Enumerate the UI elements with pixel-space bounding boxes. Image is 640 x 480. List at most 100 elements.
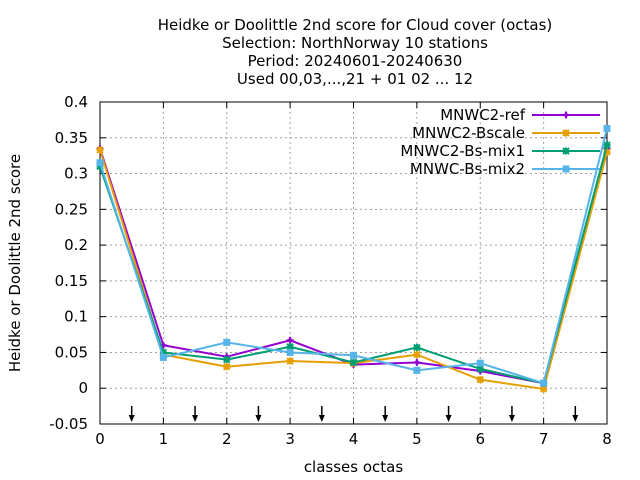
legend-label: MNWC2-Bs-mix1 [400, 142, 525, 160]
legend-item: MNWC2-ref [440, 106, 600, 124]
point-dot [288, 338, 292, 342]
data-point [563, 130, 570, 137]
point-dot [564, 131, 568, 135]
data-point [477, 360, 483, 366]
down-arrow-icon [255, 406, 261, 422]
down-arrow-icon [446, 406, 452, 422]
x-tick-label: 5 [412, 430, 422, 448]
arrow-head [509, 415, 515, 422]
title-line: Selection: NorthNorway 10 stations [222, 34, 488, 52]
data-point [563, 148, 570, 155]
data-point [223, 363, 230, 370]
point-dot [564, 149, 568, 153]
title-line: Period: 20240601-20240630 [248, 52, 463, 70]
data-point [413, 351, 420, 358]
x-tick-label: 1 [159, 430, 169, 448]
data-point [413, 359, 420, 366]
legend: MNWC2-refMNWC2-BscaleMNWC2-Bs-mix1MNWC-B… [400, 106, 600, 178]
arrow-head [129, 415, 135, 422]
axis-ticks: 0 1 2 3 4 5 6 7 8 -0.05 0 0.05 0.1 0.15 0.2 0.25 0.3 0.35… [49, 93, 612, 448]
legend-item: MNWC2-Bs-mix1 [400, 142, 600, 160]
data-point [287, 349, 293, 355]
point-box [541, 380, 547, 386]
arrow-head [192, 415, 198, 422]
y-tick-label: 0.2 [64, 236, 88, 254]
data-point [604, 141, 611, 148]
x-tick-label: 7 [539, 430, 549, 448]
y-axis-label: Heidke or Doolittle 2nd score [6, 154, 24, 372]
point-dot [225, 357, 229, 361]
data-point [287, 358, 294, 365]
point-box [287, 349, 293, 355]
arrow-head [255, 415, 261, 422]
arrow-head [319, 415, 325, 422]
data-point [97, 160, 103, 166]
data-point [351, 352, 357, 358]
legend-label: MNWC2-ref [440, 106, 525, 124]
point-box [563, 166, 569, 172]
point-dot [415, 360, 419, 364]
data-point [224, 339, 230, 345]
point-dot [541, 387, 545, 391]
point-dot [98, 148, 102, 152]
legend-label: MNWC-Bs-mix2 [410, 160, 525, 178]
y-tick-label: -0.05 [49, 415, 88, 433]
point-dot [225, 365, 229, 369]
y-tick-label: 0.35 [55, 129, 88, 147]
legend-item: MNWC2-Bscale [412, 124, 600, 142]
point-dot [288, 359, 292, 363]
down-arrow-icon [382, 406, 388, 422]
point-dot [564, 113, 568, 117]
point-dot [478, 377, 482, 381]
point-dot [351, 360, 355, 364]
down-arrow-icon [572, 406, 578, 422]
point-box [160, 354, 166, 360]
x-tick-label: 6 [475, 430, 485, 448]
data-point [414, 367, 420, 373]
y-tick-label: 0.05 [55, 343, 88, 361]
series-line [100, 128, 607, 383]
legend-item: MNWC-Bs-mix2 [410, 160, 600, 178]
point-dot [288, 345, 292, 349]
data-point [541, 380, 547, 386]
point-box [477, 360, 483, 366]
point-dot [415, 345, 419, 349]
chart-title: Heidke or Doolittle 2nd score for Cloud … [158, 16, 553, 88]
data-point [477, 376, 484, 383]
y-tick-label: 0.25 [55, 200, 88, 218]
x-tick-label: 0 [95, 430, 105, 448]
point-box [351, 352, 357, 358]
y-tick-label: 0.1 [64, 308, 88, 326]
data-point [350, 359, 357, 366]
point-box [97, 160, 103, 166]
x-tick-label: 2 [222, 430, 232, 448]
data-point [160, 354, 166, 360]
down-arrow-icon [509, 406, 515, 422]
point-box [224, 339, 230, 345]
data-point [97, 146, 104, 153]
x-axis-label: classes octas [304, 458, 404, 476]
y-tick-label: 0.15 [55, 272, 88, 290]
y-tick-label: 0 [78, 379, 88, 397]
data-point [287, 337, 294, 344]
point-box [604, 125, 610, 131]
arrow-head [446, 415, 452, 422]
down-arrow-icon [192, 406, 198, 422]
point-dot [478, 367, 482, 371]
arrow-head [382, 415, 388, 422]
arrow-head [572, 415, 578, 422]
y-tick-label: 0.4 [64, 93, 88, 111]
data-point [223, 356, 230, 363]
point-box [414, 367, 420, 373]
x-tick-label: 8 [602, 430, 612, 448]
point-dot [415, 352, 419, 356]
data-point [413, 344, 420, 351]
title-line: Heidke or Doolittle 2nd score for Cloud … [158, 16, 553, 34]
down-arrow-icon [319, 406, 325, 422]
grid [100, 102, 607, 424]
legend-label: MNWC2-Bscale [412, 124, 525, 142]
x-tick-label: 3 [285, 430, 295, 448]
data-point [563, 166, 569, 172]
data-point [563, 112, 570, 119]
